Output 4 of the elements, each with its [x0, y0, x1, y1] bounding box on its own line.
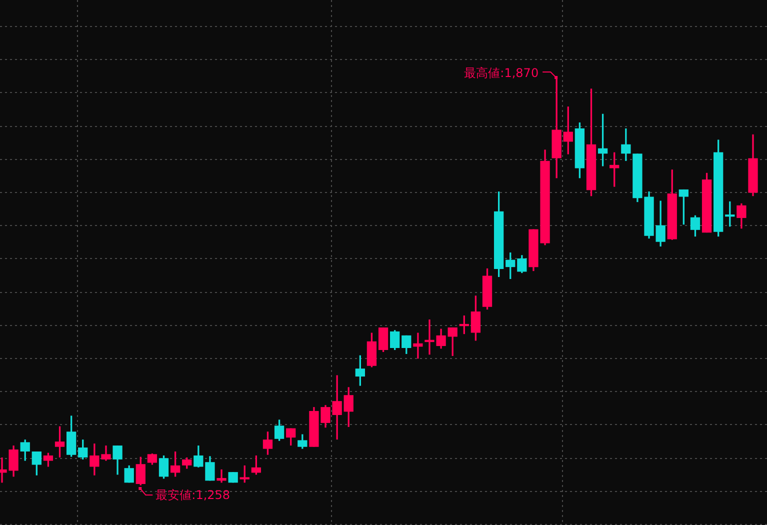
annotation: 最高値:1,870 [464, 66, 539, 80]
text: 最安値:1,258 [156, 488, 230, 502]
candlestick [216, 469, 226, 483]
candlestick [413, 332, 423, 359]
